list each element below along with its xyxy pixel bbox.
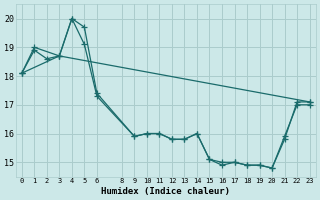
X-axis label: Humidex (Indice chaleur): Humidex (Indice chaleur) (101, 187, 230, 196)
